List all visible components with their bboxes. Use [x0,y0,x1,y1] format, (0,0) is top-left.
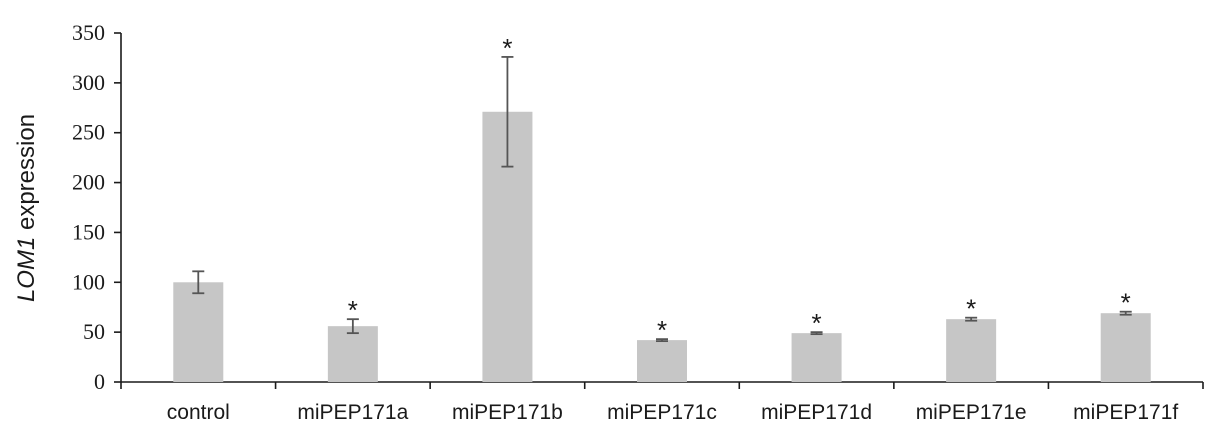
x-tick-label: miPEP171f [1073,401,1178,424]
svg-text:LOM1 expression: LOM1 expression [13,114,40,302]
bar [173,282,224,382]
significance-marks: * * * * * * [348,33,1131,345]
y-tick-label: 300 [72,70,105,95]
error-bar [965,316,978,322]
x-tick-label: miPEP171e [916,401,1027,424]
bars [173,111,1151,382]
error-bar [501,56,514,168]
error-bar [192,270,205,295]
x-tick-label: control [167,401,230,424]
y-axis: 0 50 100 150 200 250 300 350 [72,20,122,394]
error-bar [346,318,359,335]
significance-asterisk: * [1121,288,1131,318]
significance-asterisk: * [966,294,976,324]
y-axis-title-text: expression [13,114,40,237]
bar [791,333,842,382]
y-axis-title-italic: LOM1 [13,237,40,302]
y-tick-label: 350 [72,20,105,45]
significance-asterisk: * [502,33,512,63]
y-tick-label: 100 [72,269,105,294]
bar [637,340,687,382]
bar [946,319,997,382]
error-bar [656,338,668,343]
x-tick-label: miPEP171c [607,401,717,424]
y-tick-label: 50 [83,319,105,344]
significance-asterisk: * [348,295,358,325]
significance-asterisk: * [812,308,822,338]
error-bar [1119,310,1132,316]
x-tick-label: miPEP171d [761,401,872,424]
y-axis-title: LOM1 expression [13,114,40,302]
y-tick-label: 250 [72,120,105,145]
y-tick-label: 150 [72,219,105,244]
x-tick-label: miPEP171b [452,401,563,424]
y-tick-label: 200 [72,170,105,195]
error-bar [810,331,823,336]
significance-asterisk: * [657,315,667,345]
error-bars [192,56,1132,343]
bar [1100,313,1151,382]
x-axis: control miPEP171a miPEP171b miPEP171c miPEP1… [120,381,1204,424]
x-tick-label: miPEP171a [297,401,408,424]
y-tick-label: 0 [94,369,105,394]
bar [327,326,378,382]
